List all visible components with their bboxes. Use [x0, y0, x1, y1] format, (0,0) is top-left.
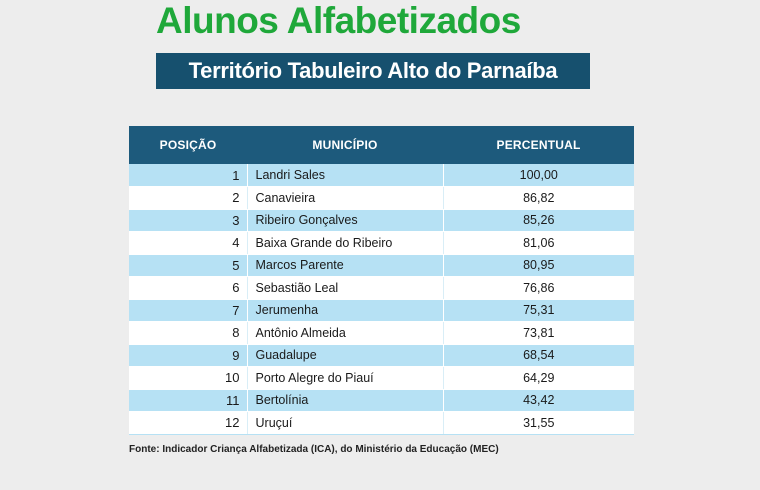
row-percentual: 31,55: [442, 411, 634, 435]
row-position: 4: [129, 231, 247, 255]
row-position: 11: [129, 389, 247, 412]
row-percentual: 81,06: [442, 231, 634, 255]
row-municipio: Jerumenha: [246, 299, 443, 322]
row-municipio: Landri Sales: [246, 164, 443, 187]
row-position: 9: [129, 344, 247, 367]
row-percentual: 68,54: [442, 344, 634, 367]
header-municipio: MUNICÍPIO: [247, 126, 443, 164]
header-posicao: POSIÇÃO: [129, 126, 247, 164]
row-position: 2: [129, 186, 247, 210]
row-position: 5: [129, 254, 247, 277]
header-percentual: PERCENTUAL: [443, 126, 634, 164]
table-body: 1 Landri Sales 100,00 2 Canavieira 86,82 3 Ribe…: [129, 164, 634, 435]
row-position: 3: [129, 209, 247, 232]
page-title: Alunos Alfabetizados: [156, 0, 521, 41]
table-row: 2 Canavieira 86,82: [129, 186, 634, 210]
row-percentual: 73,81: [442, 321, 634, 345]
row-percentual: 75,31: [442, 299, 634, 322]
row-municipio: Canavieira: [246, 186, 443, 210]
row-percentual: 85,26: [442, 209, 634, 232]
table-row: 4 Baixa Grande do Ribeiro 81,06: [129, 231, 634, 255]
row-municipio: Baixa Grande do Ribeiro: [246, 231, 443, 255]
row-percentual: 86,82: [442, 186, 634, 210]
row-percentual: 100,00: [442, 164, 634, 187]
table-row: 9 Guadalupe 68,54: [129, 344, 634, 367]
source-note: Fonte: Indicador Criança Alfabetizada (I…: [129, 444, 499, 455]
table-row: 6 Sebastião Leal 76,86: [129, 276, 634, 300]
row-municipio: Bertolínia: [246, 389, 443, 412]
row-position: 1: [129, 164, 247, 187]
ranking-table-container: POSIÇÃO MUNICÍPIO PERCENTUAL 1 Landri Sal…: [129, 126, 634, 435]
table-row: 10 Porto Alegre do Piauí 64,29: [129, 366, 634, 390]
row-municipio: Porto Alegre do Piauí: [246, 366, 443, 390]
row-percentual: 76,86: [442, 276, 634, 300]
row-municipio: Guadalupe: [246, 344, 443, 367]
row-percentual: 43,42: [442, 389, 634, 412]
row-position: 6: [129, 276, 247, 300]
row-position: 8: [129, 321, 247, 345]
row-municipio: Sebastião Leal: [246, 276, 443, 300]
row-position: 10: [129, 366, 247, 390]
row-municipio: Antônio Almeida: [246, 321, 443, 345]
row-municipio: Uruçuí: [246, 411, 443, 435]
subtitle-banner: Território Tabuleiro Alto do Parnaíba: [156, 53, 590, 89]
row-position: 7: [129, 299, 247, 322]
table-header-row: POSIÇÃO MUNICÍPIO PERCENTUAL: [129, 126, 634, 164]
ranking-table: POSIÇÃO MUNICÍPIO PERCENTUAL 1 Landri Sal…: [129, 126, 634, 435]
table-row: 3 Ribeiro Gonçalves 85,26: [129, 209, 634, 232]
row-position: 12: [129, 411, 247, 435]
row-percentual: 80,95: [442, 254, 634, 277]
table-row: 11 Bertolínia 43,42: [129, 389, 634, 412]
table-row: 7 Jerumenha 75,31: [129, 299, 634, 322]
table-row: 1 Landri Sales 100,00: [129, 164, 634, 187]
row-municipio: Ribeiro Gonçalves: [246, 209, 443, 232]
row-municipio: Marcos Parente: [246, 254, 443, 277]
table-row: 12 Uruçuí 31,55: [129, 411, 634, 435]
table-row: 8 Antônio Almeida 73,81: [129, 321, 634, 345]
table-row: 5 Marcos Parente 80,95: [129, 254, 634, 277]
row-percentual: 64,29: [442, 366, 634, 390]
